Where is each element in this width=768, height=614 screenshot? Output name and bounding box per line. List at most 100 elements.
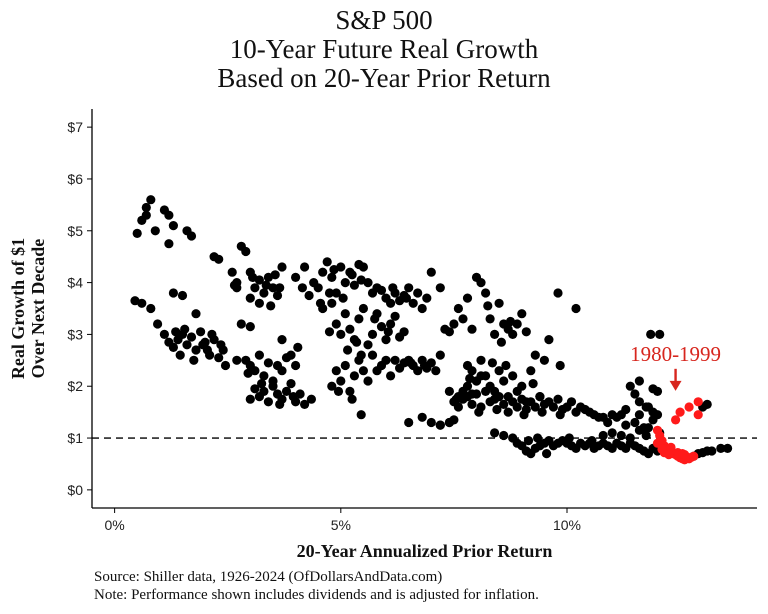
y-tick-label: $1 bbox=[67, 430, 83, 446]
data-point bbox=[358, 366, 368, 376]
data-point bbox=[503, 407, 513, 417]
data-point bbox=[496, 337, 506, 347]
data-point-highlight bbox=[664, 450, 674, 460]
data-point bbox=[318, 267, 328, 277]
data-point bbox=[270, 270, 280, 280]
data-point bbox=[277, 262, 287, 272]
data-point bbox=[616, 430, 626, 441]
data-point bbox=[508, 329, 518, 339]
data-point bbox=[458, 314, 468, 324]
data-point bbox=[354, 355, 364, 365]
data-point bbox=[381, 355, 391, 365]
data-point bbox=[266, 301, 276, 311]
data-point bbox=[141, 202, 151, 213]
source-note: Source: Shiller data, 1926-2024 (OfDolla… bbox=[94, 569, 443, 585]
data-point bbox=[517, 309, 527, 319]
data-point bbox=[542, 449, 552, 459]
data-point bbox=[250, 283, 260, 293]
data-point bbox=[229, 280, 240, 290]
y-axis-title-line-2: Over Next Decade bbox=[28, 239, 48, 379]
data-point bbox=[349, 280, 359, 290]
data-point bbox=[214, 353, 224, 363]
data-point bbox=[535, 392, 545, 402]
data-point bbox=[340, 309, 350, 319]
data-point bbox=[141, 210, 151, 220]
data-point bbox=[291, 360, 301, 371]
data-point bbox=[553, 288, 563, 298]
data-point bbox=[386, 319, 396, 329]
data-point-highlight bbox=[657, 444, 667, 454]
data-point-highlight bbox=[680, 450, 690, 460]
y-axis-title-line-1: Real Growth of $1 bbox=[8, 238, 28, 379]
data-point bbox=[254, 350, 264, 360]
y-tick-label: $3 bbox=[67, 326, 83, 342]
data-point bbox=[286, 350, 296, 360]
data-point bbox=[471, 376, 482, 386]
data-point bbox=[153, 319, 163, 329]
data-point bbox=[291, 272, 301, 282]
data-point bbox=[324, 327, 335, 337]
data-point bbox=[406, 358, 416, 368]
data-point bbox=[634, 410, 645, 420]
data-point bbox=[422, 293, 432, 303]
data-point bbox=[499, 399, 509, 409]
data-point bbox=[324, 288, 335, 298]
data-point bbox=[417, 412, 427, 422]
chart-title-line-1: S&P 500 bbox=[335, 5, 433, 35]
data-point bbox=[413, 366, 423, 376]
data-point bbox=[327, 272, 337, 282]
data-point bbox=[171, 327, 181, 337]
data-point bbox=[272, 290, 283, 301]
data-point bbox=[159, 329, 169, 339]
data-point bbox=[345, 386, 355, 396]
data-point bbox=[587, 436, 597, 446]
data-point bbox=[648, 384, 658, 394]
data-point bbox=[462, 293, 473, 303]
data-point bbox=[182, 340, 192, 350]
data-point bbox=[641, 402, 651, 412]
data-point bbox=[168, 221, 178, 231]
data-point bbox=[146, 303, 156, 314]
data-point bbox=[431, 366, 441, 376]
y-tick-label: $4 bbox=[67, 275, 83, 291]
data-point bbox=[354, 314, 364, 324]
data-point bbox=[250, 384, 260, 394]
annotation-label: 1980-1999 bbox=[630, 342, 721, 366]
data-point bbox=[356, 410, 366, 420]
data-point bbox=[336, 329, 346, 339]
data-point bbox=[539, 355, 550, 365]
data-point bbox=[530, 402, 540, 412]
data-point bbox=[499, 430, 509, 441]
data-point bbox=[723, 443, 733, 453]
data-point bbox=[499, 376, 509, 386]
data-point bbox=[492, 404, 502, 415]
data-point bbox=[481, 288, 491, 298]
data-point bbox=[202, 345, 212, 355]
data-point bbox=[501, 360, 511, 371]
data-point bbox=[277, 335, 287, 345]
data-point bbox=[281, 386, 292, 396]
data-point bbox=[401, 293, 411, 303]
data-point bbox=[191, 309, 201, 319]
data-point bbox=[417, 303, 427, 314]
data-point bbox=[327, 381, 337, 391]
data-point bbox=[519, 410, 529, 420]
data-point bbox=[313, 283, 323, 293]
data-point bbox=[288, 392, 298, 402]
data-point bbox=[481, 371, 491, 381]
data-point bbox=[652, 410, 663, 420]
data-point bbox=[702, 399, 712, 409]
data-point bbox=[132, 228, 142, 238]
data-point bbox=[220, 360, 231, 371]
data-point bbox=[376, 285, 387, 295]
data-point bbox=[404, 283, 414, 293]
data-point bbox=[333, 386, 344, 396]
y-tick-label: $7 bbox=[67, 119, 83, 135]
data-point bbox=[383, 327, 393, 337]
data-point bbox=[526, 366, 536, 376]
data-point bbox=[485, 314, 495, 324]
chart-title-line-3: Based on 20-Year Prior Return bbox=[217, 63, 551, 93]
data-point bbox=[386, 298, 396, 308]
data-point bbox=[214, 254, 224, 264]
data-point bbox=[564, 433, 574, 443]
